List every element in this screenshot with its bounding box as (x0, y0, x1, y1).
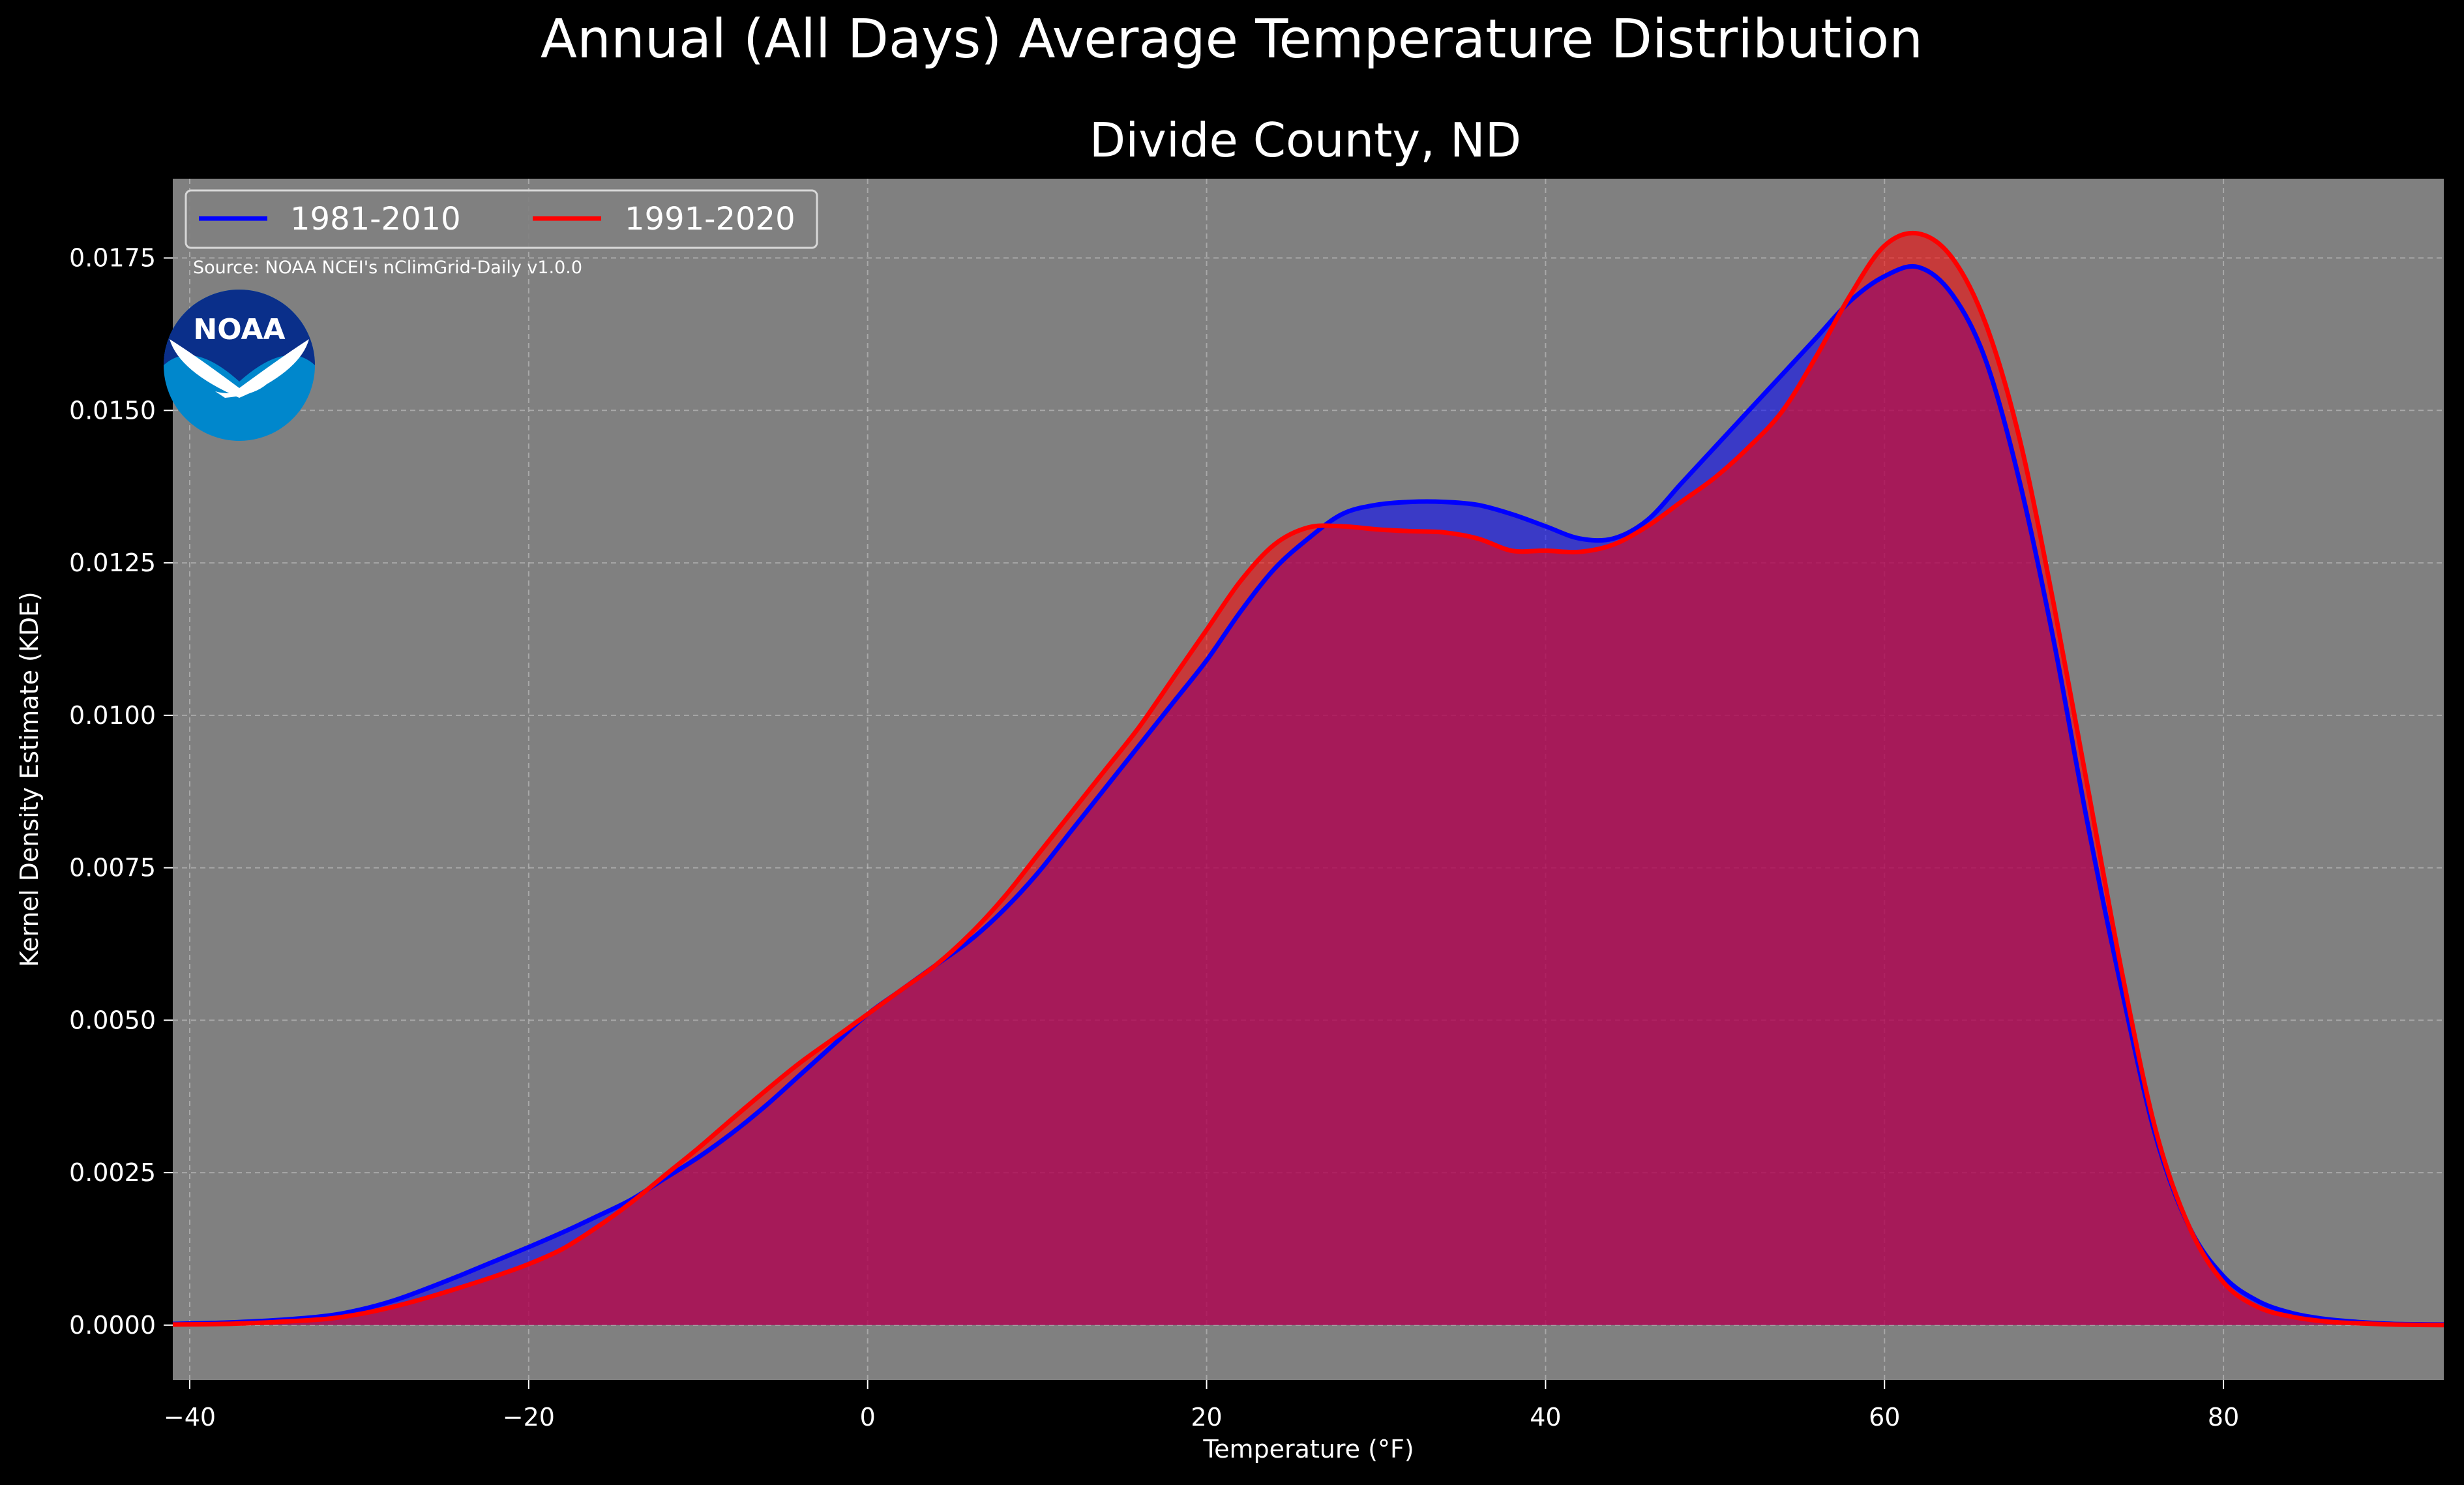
legend: 1981-2010 1991-2020 (185, 189, 818, 249)
area-1991-2020 (173, 233, 2444, 1325)
line-1991-2020 (172, 230, 2444, 1328)
y-tick-label: 0.0100 (69, 701, 156, 730)
x-tick-label: 60 (1869, 1403, 1900, 1432)
chart-title: Annual (All Days) Average Temperature Di… (541, 8, 1923, 70)
y-axis-ticks: 0.0000 0.0025 0.0050 0.0075 0.0100 0.0125 0.01… (69, 244, 173, 1340)
chart-subtitle: Divide County, ND (1090, 113, 1521, 168)
noaa-logo-icon: NOAA (164, 290, 315, 441)
x-axis-label: Temperature (°F) (1202, 1435, 1414, 1463)
legend-label-1981-2010: 1981-2010 (290, 201, 461, 237)
y-tick-label: 0.0025 (69, 1158, 156, 1187)
noaa-logo-text: NOAA (193, 313, 285, 346)
y-axis-label: Kernel Density Estimate (KDE) (15, 592, 44, 967)
x-axis-ticks: −40 −20 0 20 40 60 80 (164, 1380, 2239, 1432)
line-1981-2010 (172, 263, 2444, 1327)
y-tick-label: 0.0075 (69, 854, 156, 882)
y-tick-label: 0.0175 (69, 244, 156, 273)
y-tick-label: 0.0150 (69, 396, 156, 425)
y-tick-label: 0.0125 (69, 548, 156, 577)
y-tick-label: 0.0000 (69, 1311, 156, 1340)
x-tick-label: 0 (860, 1403, 876, 1432)
x-tick-label: 80 (2208, 1403, 2239, 1432)
series-lines (172, 230, 2444, 1328)
x-tick-label: 20 (1191, 1403, 1222, 1432)
x-tick-label: −40 (164, 1403, 216, 1432)
legend-box (185, 189, 818, 249)
series-areas (173, 233, 2444, 1325)
source-annotation: Source: NOAA NCEI's nClimGrid-Daily v1.0… (193, 258, 582, 278)
legend-label-1991-2020: 1991-2020 (625, 201, 795, 237)
y-tick-label: 0.0050 (69, 1006, 156, 1034)
x-tick-label: −20 (503, 1403, 555, 1432)
x-tick-label: 40 (1530, 1403, 1561, 1432)
